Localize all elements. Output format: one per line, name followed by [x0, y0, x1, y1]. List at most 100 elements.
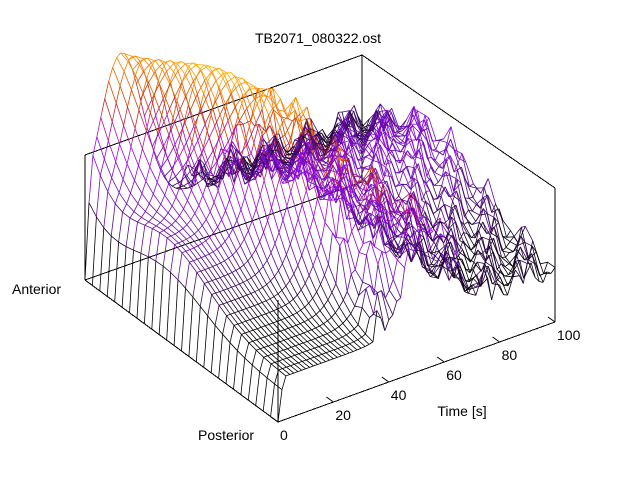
mesh-line	[357, 339, 366, 347]
mesh-line	[130, 180, 135, 194]
mesh-line	[119, 125, 124, 145]
mesh-line	[484, 263, 493, 284]
mesh-line	[345, 152, 354, 160]
mesh-line	[265, 312, 270, 315]
mesh-line	[178, 242, 187, 252]
mesh-line	[174, 244, 183, 253]
mesh-line	[323, 190, 332, 196]
mesh-line	[511, 275, 520, 278]
mesh-line	[239, 108, 248, 121]
box-edge	[361, 54, 556, 189]
mesh-line	[509, 249, 518, 253]
mesh-line	[357, 156, 366, 161]
mesh-line	[359, 135, 368, 141]
mesh-line	[88, 202, 97, 217]
mesh-line	[272, 322, 281, 332]
mesh-line	[295, 335, 304, 344]
mesh-line	[348, 111, 357, 138]
mesh-line	[275, 351, 280, 354]
mesh-line	[286, 206, 295, 233]
mesh-line	[226, 315, 235, 326]
mesh-line	[163, 227, 168, 231]
mesh-line	[328, 264, 337, 284]
mesh-line	[197, 243, 202, 247]
mesh-line	[482, 236, 490, 241]
mesh-line	[327, 317, 332, 322]
mesh-line	[220, 262, 229, 275]
mesh-line	[372, 103, 381, 132]
mesh-line	[335, 283, 344, 301]
mesh-line	[465, 269, 471, 274]
mesh-line	[234, 297, 240, 300]
mesh-line	[254, 303, 259, 306]
mesh-line	[179, 215, 188, 225]
mesh-line	[144, 115, 149, 133]
mesh-line	[316, 136, 325, 156]
mesh-line	[181, 288, 186, 352]
mesh-line	[230, 300, 239, 312]
mesh-line	[183, 200, 188, 210]
mesh-line	[197, 229, 207, 242]
mesh-line	[200, 64, 205, 70]
mesh-line	[390, 192, 399, 210]
mesh-line	[241, 334, 250, 343]
mesh-line	[398, 184, 403, 197]
mesh-line	[118, 241, 127, 247]
mesh-line	[239, 143, 248, 155]
mesh-line	[185, 80, 194, 97]
x-tick-mark	[381, 376, 390, 383]
mesh-line	[458, 251, 467, 258]
mesh-line	[313, 137, 322, 150]
mesh-line	[237, 323, 246, 334]
mesh-line	[319, 174, 328, 187]
mesh-line	[202, 195, 211, 212]
mesh-line	[242, 309, 251, 320]
mesh-line	[227, 81, 232, 94]
mesh-line	[151, 59, 159, 63]
mesh-line	[504, 275, 513, 278]
mesh-line	[244, 342, 250, 359]
mesh-line	[237, 172, 246, 198]
mesh-line	[301, 204, 310, 231]
mesh-line	[376, 111, 385, 119]
mesh-line	[469, 269, 474, 282]
mesh-line	[456, 266, 465, 292]
mesh-line	[142, 78, 148, 94]
mesh-line	[337, 112, 347, 131]
mesh-line	[303, 331, 308, 334]
mesh-line	[403, 242, 412, 263]
mesh-line	[110, 203, 116, 237]
mesh-line	[342, 323, 351, 333]
mesh-line	[222, 333, 231, 343]
mesh-line	[235, 285, 244, 297]
mesh-line	[227, 288, 236, 300]
mesh-line	[446, 244, 455, 279]
mesh-line	[531, 246, 541, 276]
mesh-line	[130, 146, 139, 166]
mesh-line	[269, 146, 278, 160]
mesh-line	[234, 76, 240, 85]
mesh-line	[202, 147, 212, 170]
mesh-line	[294, 354, 303, 362]
mesh-line	[204, 281, 209, 284]
mesh-line	[114, 192, 120, 204]
mesh-line	[255, 208, 264, 233]
mesh-line	[327, 299, 336, 314]
mesh-line	[402, 125, 411, 128]
mesh-line	[219, 157, 228, 168]
mesh-line	[474, 221, 484, 238]
mesh-line	[176, 85, 182, 102]
mesh-line	[206, 114, 212, 132]
mesh-line	[463, 232, 468, 235]
mesh-line	[208, 80, 217, 94]
mesh-line	[151, 99, 157, 116]
mesh-line	[303, 321, 312, 331]
mesh-line	[399, 160, 404, 174]
surface-mesh	[84, 52, 556, 423]
mesh-line	[345, 345, 354, 352]
mesh-line	[472, 187, 478, 198]
mesh-line	[324, 222, 333, 234]
mesh-line	[212, 251, 221, 264]
mesh-line	[199, 108, 208, 132]
mesh-line	[471, 230, 480, 238]
